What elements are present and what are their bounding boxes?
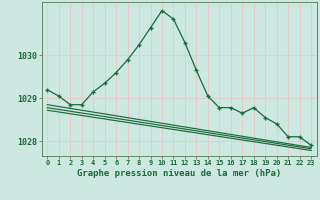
X-axis label: Graphe pression niveau de la mer (hPa): Graphe pression niveau de la mer (hPa) xyxy=(77,169,281,178)
